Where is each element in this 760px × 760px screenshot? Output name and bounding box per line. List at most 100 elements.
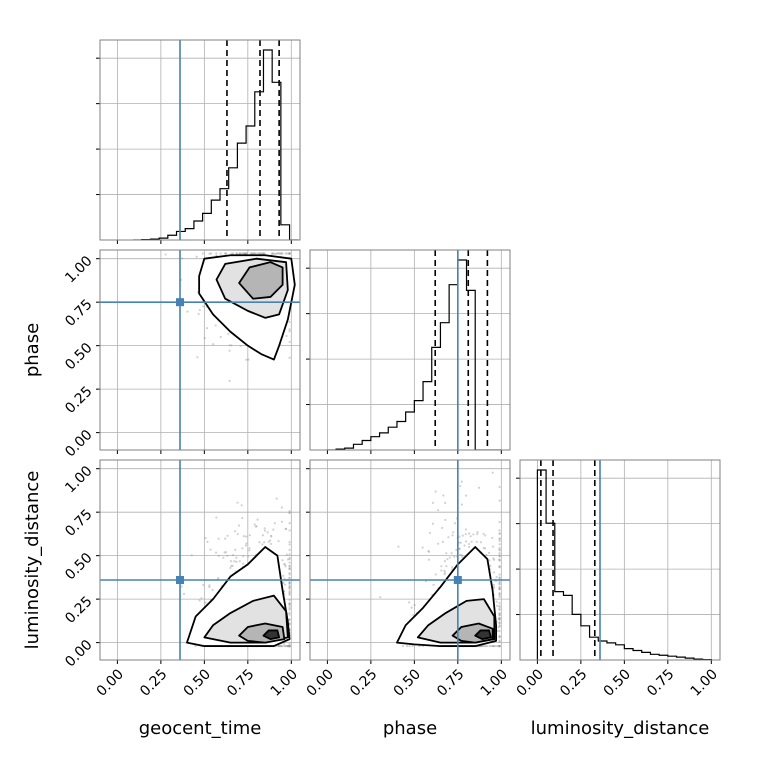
scatter-point — [498, 629, 501, 633]
scatter-point — [228, 349, 231, 352]
panel-phase-luminosity_distance: 0.00 0.25 0.50 0.75 1.00 phase — [304, 459, 511, 739]
scatter-point — [288, 644, 291, 648]
scatter-point — [487, 551, 491, 554]
scatter-point — [492, 545, 495, 548]
scatter-point — [238, 252, 242, 255]
scatter-point — [252, 252, 255, 255]
scatter-point — [288, 603, 291, 606]
scatter-point — [287, 252, 290, 255]
scatter-point — [204, 601, 207, 604]
scatter-point — [242, 535, 245, 538]
scatter-point — [397, 545, 400, 548]
scatter-point — [421, 546, 424, 549]
scatter-point — [288, 565, 291, 568]
scatter-point — [437, 542, 440, 545]
scatter-point — [194, 644, 197, 648]
scatter-point — [231, 252, 235, 255]
scatter-point — [288, 644, 291, 648]
y-axis-label-phase: phase — [22, 323, 43, 377]
scatter-point — [280, 506, 283, 509]
scatter-point — [498, 591, 501, 595]
scatter-point — [288, 320, 291, 324]
scatter-point — [459, 553, 462, 556]
scatter-point — [214, 324, 217, 327]
scatter-point — [283, 583, 287, 586]
panel-frame — [309, 459, 511, 661]
truth-marker — [453, 576, 462, 584]
x-tick-label: 0.25 — [137, 666, 170, 699]
scatter-point — [258, 252, 261, 255]
x-tick-label: 0.75 — [644, 666, 677, 699]
x-tick-label: 0.25 — [557, 666, 590, 699]
scatter-point — [243, 252, 247, 255]
scatter-point — [209, 252, 213, 255]
scatter-point — [498, 549, 501, 552]
scatter-point — [288, 557, 291, 561]
scatter-point — [498, 618, 501, 621]
scatter-point — [201, 252, 204, 255]
scatter-point — [488, 644, 491, 648]
scatter-point — [498, 606, 501, 609]
scatter-point — [282, 581, 285, 584]
scatter-point — [278, 644, 282, 648]
scatter-point — [208, 585, 211, 589]
x-tick-label: 1.00 — [688, 666, 721, 699]
scatter-point — [455, 548, 458, 551]
scatter-point — [284, 644, 287, 648]
x-tick-label: 0.75 — [224, 666, 257, 699]
scatter-point — [498, 588, 501, 591]
scatter-point — [408, 644, 411, 648]
scatter-point — [288, 603, 291, 606]
scatter-point — [431, 501, 435, 504]
scatter-point — [257, 252, 260, 255]
scatter-point — [460, 503, 464, 506]
scatter-point — [280, 520, 284, 523]
scatter-point — [212, 343, 215, 346]
scatter-point — [285, 527, 288, 530]
scatter-point — [479, 541, 483, 544]
scatter-point — [202, 583, 205, 587]
scatter-point — [215, 516, 218, 519]
scatter-point — [285, 252, 289, 255]
scatter-point — [261, 543, 264, 546]
scatter-point — [214, 551, 218, 554]
scatter-point — [287, 644, 290, 648]
scatter-point — [288, 642, 291, 645]
scatter-point — [241, 252, 245, 255]
scatter-point — [440, 569, 443, 572]
scatter-point — [285, 334, 288, 338]
scatter-point — [434, 490, 437, 493]
panel-frame — [99, 39, 301, 241]
scatter-point — [498, 565, 501, 568]
scatter-point — [230, 564, 233, 568]
scatter-point — [231, 564, 234, 567]
scatter-point — [250, 252, 253, 255]
scatter-point — [463, 544, 466, 547]
scatter-point — [498, 554, 501, 558]
scatter-point — [443, 559, 447, 563]
scatter-point — [485, 553, 488, 557]
scatter-point — [498, 485, 501, 489]
scatter-point — [498, 543, 501, 546]
scatter-point — [464, 528, 468, 531]
scatter-point — [443, 573, 446, 576]
scatter-point — [269, 534, 273, 537]
scatter-point — [445, 565, 448, 568]
scatter-point — [498, 621, 501, 624]
scatter-point — [498, 581, 501, 584]
scatter-point — [235, 252, 238, 255]
scatter-point — [498, 588, 501, 591]
scatter-point — [497, 617, 500, 620]
scatter-point — [244, 252, 247, 255]
scatter-point — [498, 576, 501, 579]
scatter-point — [498, 617, 501, 620]
y-tick-label: 0.00 — [62, 427, 95, 460]
histogram-geocent_time — [133, 49, 299, 240]
scatter-point — [288, 608, 291, 611]
scatter-point — [288, 644, 291, 648]
scatter-point — [285, 553, 288, 556]
panel-luminosity_distance-luminosity_distance: 0.00 0.25 0.50 0.75 1.00 luminosity_distance — [514, 459, 721, 739]
scatter-point — [281, 252, 284, 255]
scatter-point — [498, 635, 501, 638]
scatter-point — [451, 566, 454, 569]
